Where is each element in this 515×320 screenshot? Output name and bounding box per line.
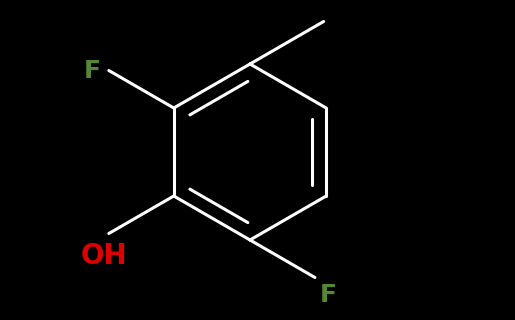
Text: F: F <box>84 59 101 83</box>
Text: OH: OH <box>80 242 127 269</box>
Text: F: F <box>320 283 337 307</box>
